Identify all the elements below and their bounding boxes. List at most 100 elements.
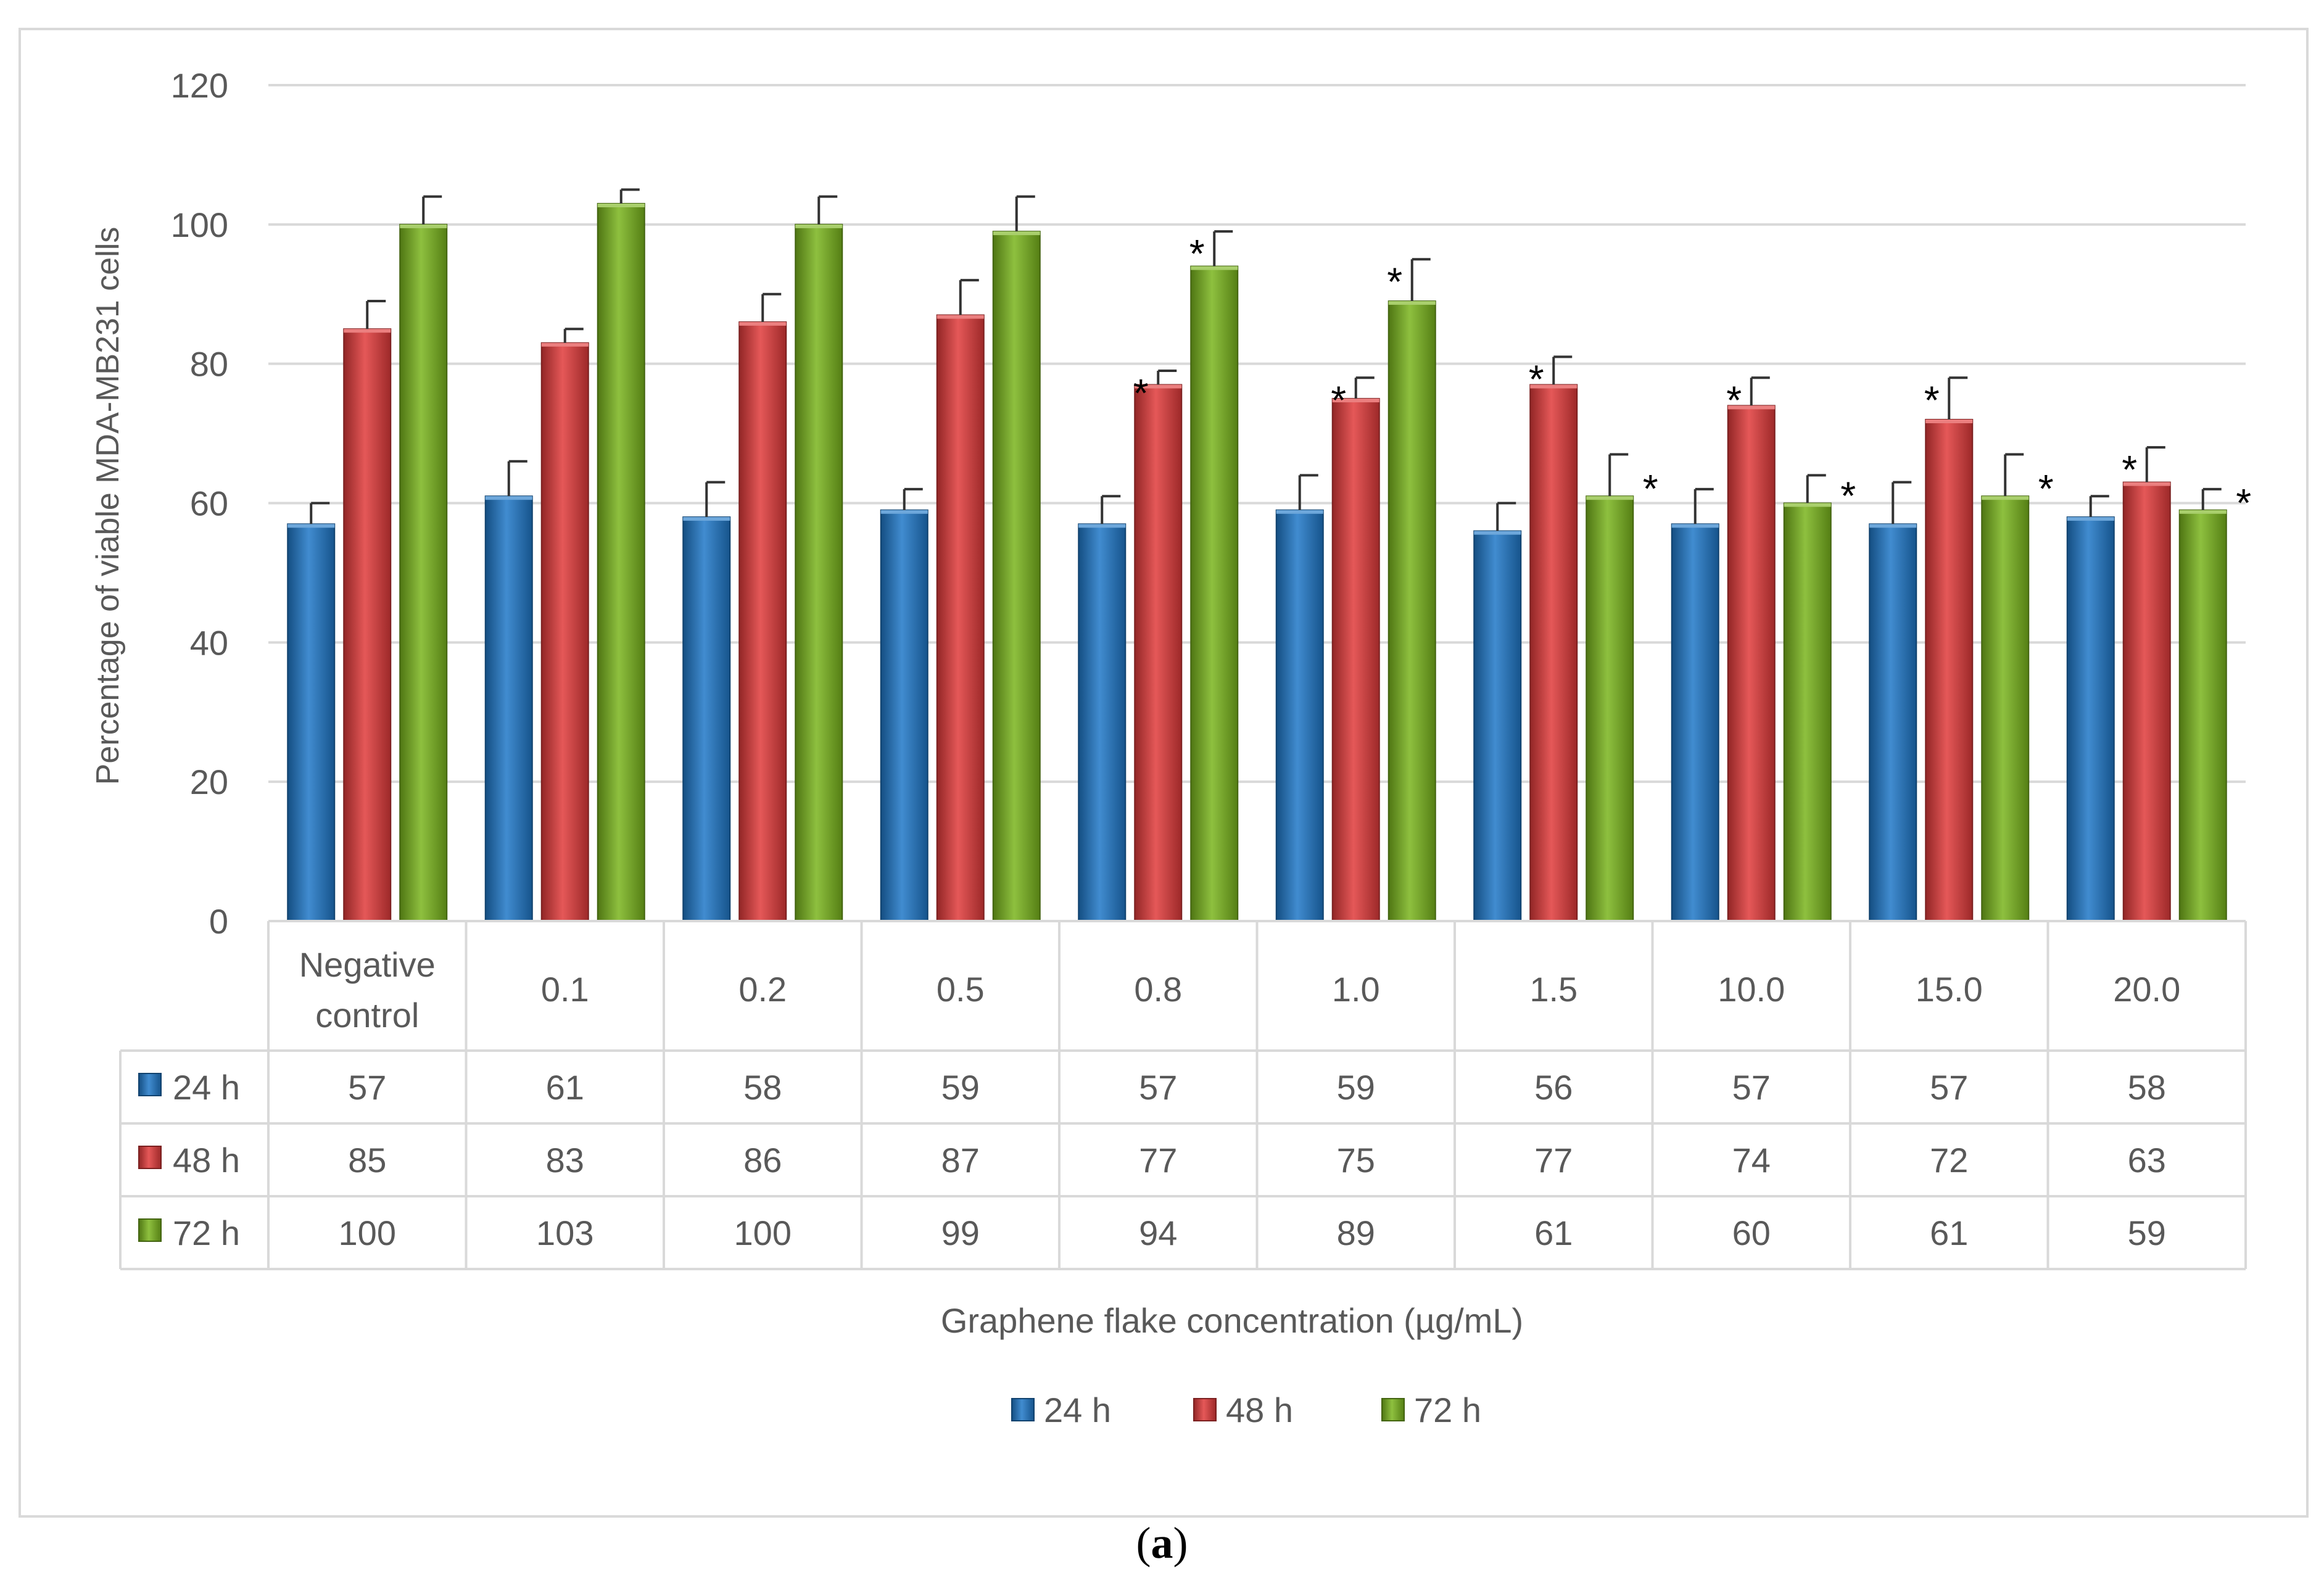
bar-cap	[683, 517, 730, 521]
significance-marker: *	[1387, 259, 1402, 304]
data-label: 87	[941, 1141, 980, 1180]
bar-cap	[597, 203, 645, 207]
significance-marker: *	[1331, 378, 1346, 422]
bar-cap	[1276, 510, 1323, 514]
bar	[484, 495, 533, 922]
bar	[540, 342, 589, 922]
bar-cap	[1869, 524, 1917, 528]
bar-cap	[541, 342, 589, 347]
bar	[1473, 530, 1522, 922]
category-label: 1.0	[1332, 970, 1380, 1009]
data-label: 57	[1930, 1068, 1968, 1107]
data-label: 100	[339, 1214, 396, 1252]
bar-cap	[400, 224, 447, 228]
bar-cap	[1078, 524, 1126, 528]
bar-cap	[1586, 496, 1634, 500]
bar-cap	[795, 224, 843, 228]
data-label: 86	[743, 1141, 782, 1180]
bar-cap	[937, 315, 984, 319]
data-label: 100	[734, 1214, 792, 1252]
data-label: 58	[743, 1068, 782, 1107]
data-table: Negative control 0.1 0.2 0.5 0.8 1.0 1.5 10.0 15.…	[119, 920, 2247, 1270]
y-tick-label: 60	[190, 484, 228, 523]
bar-cap	[1925, 420, 1973, 423]
data-label: 61	[1534, 1214, 1573, 1252]
category-label: control	[315, 996, 419, 1035]
bar-cap	[1727, 405, 1775, 410]
bar	[1925, 419, 1974, 922]
data-label: 85	[348, 1141, 386, 1180]
significance-marker: *	[2038, 466, 2054, 511]
legend-swatch	[1381, 1398, 1405, 1421]
bar	[1331, 398, 1380, 922]
data-label: 77	[1534, 1141, 1573, 1180]
significance-marker: *	[1643, 466, 1658, 511]
category-label: 0.8	[1134, 970, 1182, 1009]
bar	[1981, 495, 2030, 922]
bar	[1078, 523, 1127, 922]
significance-marker: *	[1133, 371, 1149, 415]
significance-marker: *	[2236, 481, 2251, 525]
bar	[1783, 502, 1832, 922]
bar-cap	[2123, 482, 2170, 486]
bar	[682, 516, 731, 922]
category-label: Negative	[299, 945, 436, 984]
bar-cap	[1135, 384, 1182, 389]
y-tick-label: 0	[209, 902, 228, 941]
y-axis-title: Percentage of viable MDA-MB231 cells	[90, 227, 126, 785]
bar	[992, 231, 1041, 922]
bar	[1869, 523, 1917, 922]
bar	[2122, 481, 2171, 922]
bar-cap	[1784, 503, 1831, 507]
bar	[597, 202, 645, 922]
bar-cap	[739, 321, 787, 326]
figure-frame	[19, 28, 2309, 1518]
bar	[1190, 265, 1239, 922]
bar-cap	[2179, 510, 2227, 514]
bar	[1727, 405, 1776, 922]
significance-marker: *	[2122, 447, 2137, 492]
bar-cap	[2067, 517, 2114, 521]
data-label: 61	[1930, 1214, 1968, 1252]
data-label: 103	[536, 1214, 593, 1252]
legend-entry: 48 h	[1226, 1391, 1293, 1429]
bar-cap	[1671, 524, 1719, 528]
legend-entry: 72 h	[1414, 1391, 1481, 1429]
bar-cap	[1191, 266, 1238, 270]
significance-marker: *	[1529, 357, 1544, 401]
data-label: 57	[348, 1068, 386, 1107]
bar-cap	[993, 231, 1040, 236]
category-label: 0.2	[738, 970, 787, 1009]
data-label: 57	[1732, 1068, 1771, 1107]
data-label: 75	[1337, 1141, 1375, 1180]
data-label: 72	[1930, 1141, 1968, 1180]
category-label: 0.5	[937, 970, 985, 1009]
bar-cap	[1530, 384, 1578, 389]
data-label: 74	[1732, 1141, 1771, 1180]
data-label: 77	[1139, 1141, 1177, 1180]
bar	[1134, 384, 1183, 922]
data-label: 57	[1139, 1068, 1177, 1107]
bar-cap	[1474, 531, 1521, 535]
y-tick-label: 80	[190, 345, 228, 384]
bar	[1586, 495, 1634, 922]
legend-entry: 24 h	[1044, 1391, 1111, 1429]
data-label: 94	[1139, 1214, 1177, 1252]
category-label: 0.1	[541, 970, 589, 1009]
x-axis-title: Graphene flake concentration (µg/mL)	[941, 1301, 1523, 1340]
bar-cap	[1982, 496, 2029, 500]
bar-cap	[1332, 399, 1379, 403]
bar	[738, 321, 787, 922]
y-tick-label: 40	[190, 623, 228, 662]
bar-chart: * * * * * * * * * * * * 0 20 40 60 80 100 120 Percentage …	[90, 66, 2251, 1429]
data-label: 89	[1337, 1214, 1375, 1252]
bar	[2066, 516, 2115, 922]
data-label: 56	[1534, 1068, 1573, 1107]
panel-label-letter: a	[1151, 1518, 1173, 1568]
data-label: 59	[2128, 1214, 2166, 1252]
panel-label: (a)	[1136, 1518, 1188, 1568]
series-row-label: 72 h	[173, 1214, 240, 1252]
data-label: 59	[941, 1068, 980, 1107]
legend-swatch	[1011, 1398, 1035, 1421]
y-tick-label: 100	[171, 205, 228, 244]
